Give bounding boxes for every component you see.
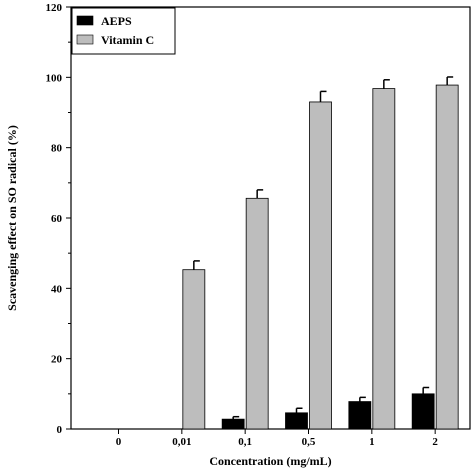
x-tick-label: 0,01 [172, 436, 191, 448]
x-tick-label: 0,5 [302, 436, 316, 448]
bar-aeps [285, 412, 308, 430]
y-tick-label: 100 [46, 72, 63, 84]
bar-vitamin-c [182, 269, 206, 430]
plot-frame [70, 6, 471, 430]
y-tick-label: 40 [51, 283, 63, 295]
legend-label: Vitamin C [101, 33, 154, 47]
legend-swatch [76, 34, 94, 45]
x-tick-label: 0 [116, 436, 122, 448]
y-tick-label: 20 [51, 354, 63, 366]
x-axis-title: Concentration (mg/mL) [209, 454, 331, 468]
y-tick-label: 0 [57, 424, 63, 436]
y-tick-label: 120 [46, 2, 63, 14]
bar-aeps [348, 401, 372, 430]
y-tick-label: 60 [51, 213, 63, 225]
bar-vitamin-c [309, 101, 332, 430]
y-tick-label: 80 [51, 143, 63, 155]
bars [182, 76, 459, 430]
x-tick-label: 2 [432, 436, 438, 448]
legend-label: AEPS [101, 14, 132, 28]
x-tick-label: 1 [369, 436, 375, 448]
x-tick-label: 0,1 [238, 436, 252, 448]
bar-vitamin-c [245, 197, 269, 430]
bar-aeps [221, 418, 245, 430]
y-axis-title: Scavenging effect on SO radical (%) [5, 125, 19, 311]
bar-aeps [411, 393, 435, 430]
bar-vitamin-c [435, 84, 459, 430]
legend-swatch [76, 15, 94, 26]
legend-box [71, 7, 176, 55]
legend: AEPS Vitamin C [71, 7, 176, 55]
bar-vitamin-c [372, 88, 396, 430]
axes: 0 20 40 60 80 100 120 0 0,01 0,1 0,5 1 2 [46, 2, 471, 448]
